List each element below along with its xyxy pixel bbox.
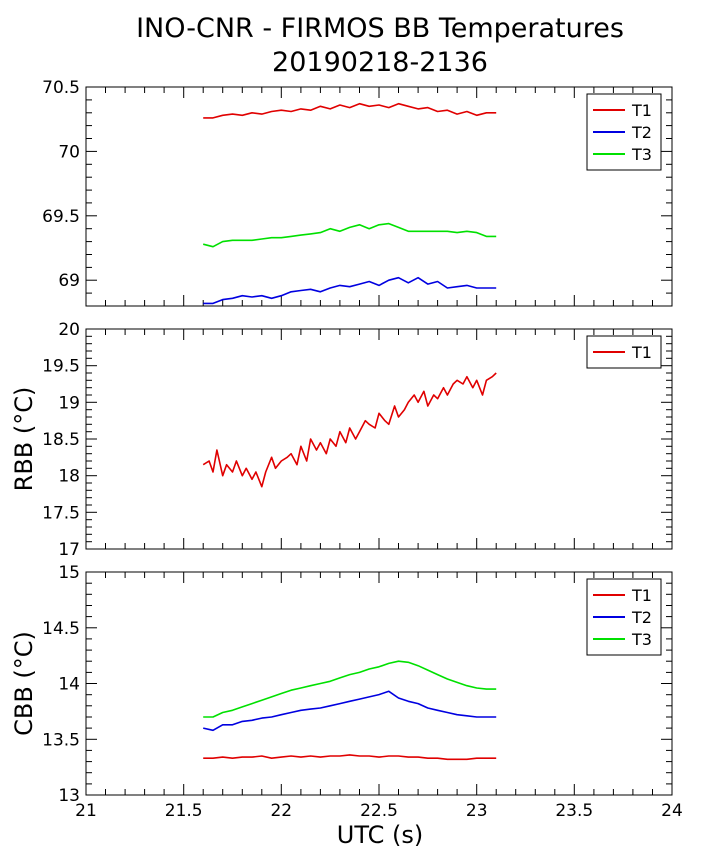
y-tick-label: 19 — [58, 393, 80, 413]
series-line-t1 — [203, 102, 497, 119]
y-tick-label: 14 — [58, 675, 80, 695]
plot-frame — [85, 328, 673, 550]
x-tick-label: 21.5 — [165, 801, 203, 821]
chart-title-line1: INO-CNR - FIRMOS BB Temperatures — [136, 13, 624, 44]
plot-frame — [85, 86, 673, 307]
x-tick-label: 22 — [270, 801, 292, 821]
x-tick-label: 21 — [75, 801, 97, 821]
y-tick-label: 14.5 — [42, 619, 80, 639]
y-tick-label: 15 — [58, 563, 80, 583]
x-tick-label: 23 — [466, 801, 488, 821]
series-line-t3 — [203, 222, 497, 248]
y-tick-label: 20 — [58, 320, 80, 340]
y-tick-label: 18.5 — [42, 430, 80, 450]
plot-frame — [85, 571, 673, 796]
series-line-t1 — [202, 372, 497, 488]
series-line-t1 — [203, 754, 497, 761]
y-tick-label: 18 — [58, 467, 80, 487]
legend-label-t2: T2 — [631, 123, 652, 142]
legend-label-t3: T3 — [631, 630, 652, 649]
x-tick-label: 24 — [661, 801, 683, 821]
y-tick-label: 13.5 — [42, 730, 80, 750]
x-tick-label: 23.5 — [555, 801, 593, 821]
x-axis-label: UTC (s) — [337, 821, 423, 849]
x-tick-label: 22.5 — [360, 801, 398, 821]
series-line-t2 — [203, 690, 497, 732]
legend-label-t1: T1 — [631, 101, 652, 120]
panel-middle: 20 19.5 19 18.5 18 17.5 17 RBB (°C) T1 — [10, 320, 673, 560]
legend-label-t1: T1 — [631, 586, 652, 605]
y-tick-label: 69.5 — [42, 207, 80, 227]
panel-top: 70.5 70 69.5 69 T1 T2 T3 — [42, 78, 673, 307]
series-line-t2 — [203, 276, 497, 305]
y-tick-label: 13 — [58, 786, 80, 806]
y-tick-label: 69 — [58, 271, 80, 291]
legend-label-t2: T2 — [631, 608, 652, 627]
y-tick-label: 17 — [58, 540, 80, 560]
y-tick-label: 70.5 — [42, 78, 80, 98]
y-tick-label: 17.5 — [42, 503, 80, 523]
series-line-t3 — [203, 660, 497, 718]
legend-label-t1: T1 — [631, 343, 652, 362]
y-axis-label: RBB (°C) — [10, 387, 38, 492]
y-tick-label: 19.5 — [42, 357, 80, 377]
y-tick-label: 70 — [58, 142, 80, 162]
y-axis-label: CBB (°C) — [10, 631, 38, 736]
legend-label-t3: T3 — [631, 145, 652, 164]
chart-title-line2: 20190218-2136 — [272, 47, 488, 78]
